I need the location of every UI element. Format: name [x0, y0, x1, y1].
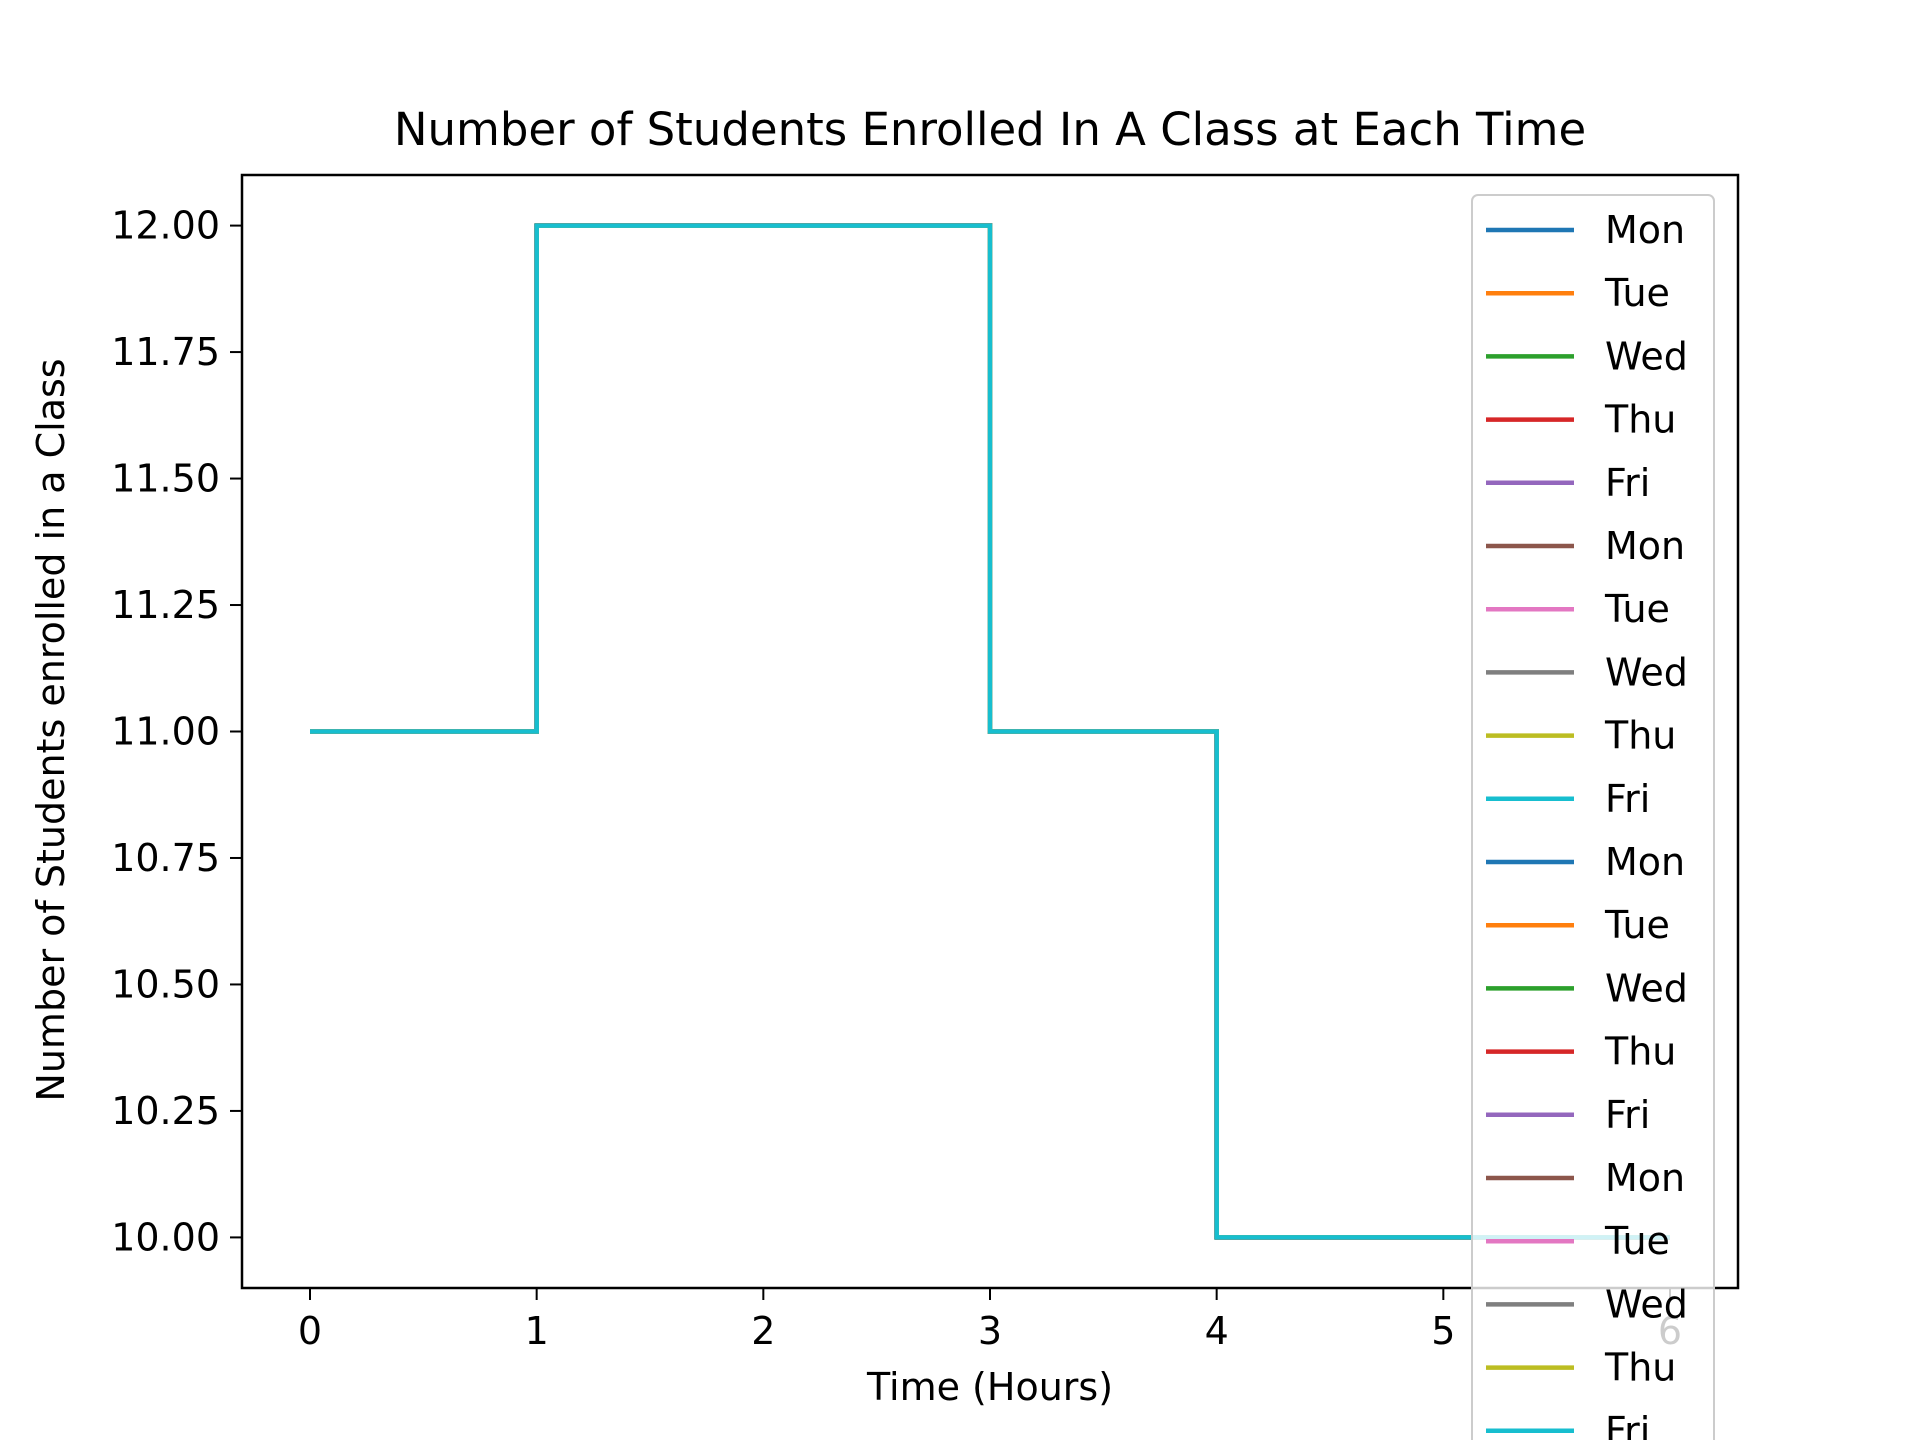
x-tick-label: 5	[1431, 1309, 1455, 1353]
legend-label: Fri	[1605, 777, 1650, 821]
y-tick-label: 11.00	[111, 710, 220, 754]
y-axis-label: Number of Students enrolled in a Class	[29, 358, 73, 1101]
legend-label: Thu	[1604, 714, 1676, 758]
legend-label: Wed	[1605, 650, 1688, 694]
legend-label: Tue	[1604, 271, 1670, 315]
legend-label: Mon	[1605, 524, 1685, 568]
legend-label: Wed	[1605, 966, 1688, 1010]
legend-label: Mon	[1605, 208, 1685, 252]
legend-label: Mon	[1605, 840, 1685, 884]
x-tick-label: 0	[298, 1309, 322, 1353]
y-tick-label: 10.75	[111, 836, 220, 880]
series-line-20-fri	[310, 223, 1670, 1240]
y-tick-label: 10.50	[111, 962, 220, 1006]
y-tick-label: 11.50	[111, 457, 220, 501]
x-tick-label: 3	[978, 1309, 1002, 1353]
y-axis-ticks: 10.00 10.25 10.50 10.75 11.00 11.25 11.50 11.75…	[111, 204, 242, 1259]
legend-label: Fri	[1605, 1093, 1650, 1137]
legend-label: Thu	[1604, 398, 1676, 442]
legend-label: Mon	[1605, 1156, 1685, 1200]
legend-label: Fri	[1605, 461, 1650, 505]
y-tick-label: 11.75	[111, 330, 220, 374]
legend-label: Wed	[1605, 334, 1688, 378]
legend-label: Fri	[1605, 1409, 1650, 1440]
legend-label: Tue	[1604, 903, 1670, 947]
legend-label: Tue	[1604, 587, 1670, 631]
legend: Mon Tue Wed Thu Fri Mon Tue Wed Thu Fri Mon Tue Wed T…	[1471, 194, 1715, 1440]
x-tick-label: 1	[525, 1309, 549, 1353]
legend-label: Wed	[1605, 1282, 1688, 1326]
series-layer	[310, 223, 1670, 1240]
y-tick-label: 11.25	[111, 583, 220, 627]
legend-label: Thu	[1604, 1030, 1676, 1074]
chart-title: Number of Students Enrolled In A Class a…	[394, 103, 1586, 156]
y-tick-label: 12.00	[111, 204, 220, 248]
y-tick-label: 10.00	[111, 1215, 220, 1259]
x-tick-label: 2	[751, 1309, 775, 1353]
legend-label: Thu	[1604, 1346, 1676, 1390]
x-axis-label: Time (Hours)	[866, 1365, 1113, 1409]
x-tick-label: 4	[1205, 1309, 1229, 1353]
legend-box	[1471, 194, 1715, 1440]
y-tick-label: 10.25	[111, 1089, 220, 1133]
legend-label: Tue	[1604, 1219, 1670, 1263]
